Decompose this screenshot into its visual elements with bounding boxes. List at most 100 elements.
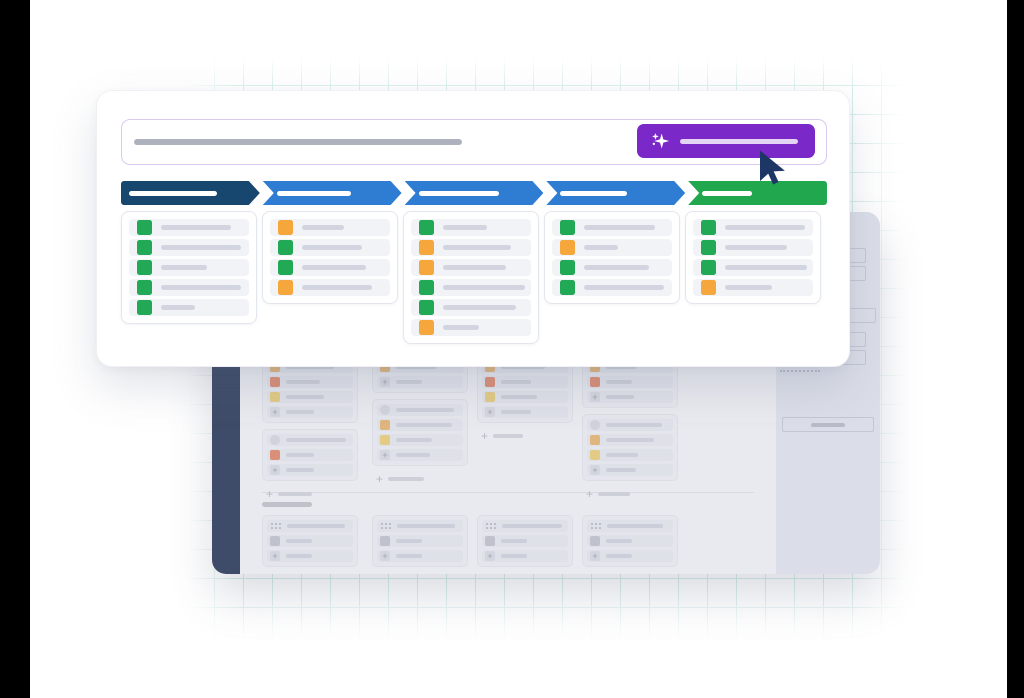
status-square-icon <box>270 536 280 546</box>
task-card <box>129 259 249 276</box>
plus-icon: + <box>590 551 600 561</box>
task-title-line <box>584 265 649 270</box>
bg-card: + <box>262 356 358 423</box>
bg-card-row <box>267 449 353 461</box>
bg-card-row: + <box>377 376 463 388</box>
task-title-line <box>725 285 772 290</box>
task-card <box>129 299 249 316</box>
placeholder-line <box>286 468 314 472</box>
bg-card-row <box>267 391 353 403</box>
task-title-line <box>302 225 344 230</box>
bg-card-row: + <box>482 550 568 562</box>
generate-button[interactable] <box>637 124 815 158</box>
task-title-line <box>161 245 241 250</box>
placeholder-line <box>493 434 524 438</box>
status-square-icon <box>590 450 600 460</box>
placeholder-line <box>501 395 537 399</box>
stage-label-line <box>560 191 627 196</box>
task-title-line <box>443 285 525 290</box>
status-square-icon <box>701 220 716 235</box>
task-card <box>411 319 531 336</box>
status-square-icon <box>560 280 575 295</box>
section-title-line <box>262 502 312 507</box>
bg-card-row <box>267 434 353 446</box>
bg-card-row <box>482 535 568 547</box>
placeholder-line <box>607 524 663 528</box>
button-label-line <box>680 138 798 144</box>
status-square-icon <box>380 362 390 372</box>
stage-label-line <box>129 191 217 196</box>
placeholder-line <box>598 492 631 496</box>
placeholder-line <box>606 365 636 369</box>
sparkle-icon <box>652 133 670 149</box>
placeholder-line <box>606 438 654 442</box>
cursor-pointer-icon <box>760 150 785 185</box>
kanban-column-4 <box>544 211 680 304</box>
placeholder-line <box>286 395 324 399</box>
bg-card: + <box>262 429 358 481</box>
status-square-icon <box>560 220 575 235</box>
ai-modal <box>96 90 850 367</box>
bg-card-row: + <box>267 406 353 418</box>
bg-card-row <box>587 520 673 532</box>
bg-card-row <box>267 520 353 532</box>
bg-column-4: + + + <box>582 356 678 500</box>
bg-card-row <box>377 404 463 416</box>
placeholder-line <box>287 524 345 528</box>
status-square-icon <box>278 220 293 235</box>
bg-card-row: + <box>267 550 353 562</box>
task-title-line <box>443 265 506 270</box>
bg-summary-card-1: + <box>262 515 358 573</box>
placeholder-line <box>397 524 455 528</box>
placeholder-line <box>811 422 845 427</box>
task-title-line <box>443 305 516 310</box>
placeholder-line <box>396 365 436 369</box>
status-square-icon <box>270 450 280 460</box>
bg-card: + <box>262 515 358 567</box>
grid-handle-icon <box>270 522 281 530</box>
plus-icon: + <box>270 551 280 561</box>
bg-card-row: + <box>267 464 353 476</box>
status-square-icon <box>380 435 390 445</box>
task-card <box>693 239 813 256</box>
task-card <box>693 279 813 296</box>
bg-summary-card-4: + <box>582 515 678 573</box>
bg-column-1: + + + <box>262 356 358 500</box>
add-card-line: + <box>481 430 573 442</box>
status-square-icon <box>590 435 600 445</box>
status-square-icon <box>270 377 280 387</box>
status-square-icon <box>270 392 280 402</box>
stage-label-line <box>702 190 753 196</box>
placeholder-line <box>388 477 425 481</box>
task-card <box>270 259 390 276</box>
placeholder-line <box>396 539 422 543</box>
plus-icon: + <box>380 377 390 387</box>
bg-card-row <box>587 535 673 547</box>
status-square-icon <box>137 300 152 315</box>
plus-icon: + <box>485 551 495 561</box>
placeholder-line <box>501 539 527 543</box>
grid-fade-bottom <box>186 585 906 640</box>
bg-card-row <box>377 434 463 446</box>
status-square-icon <box>137 280 152 295</box>
placeholder-line <box>606 395 634 399</box>
placeholder-line <box>286 365 334 369</box>
grid-handle-icon <box>590 522 601 530</box>
stage-label-line <box>419 191 499 196</box>
bg-card: + <box>582 414 678 481</box>
pipeline-stage-4 <box>546 181 685 205</box>
task-title-line <box>302 245 362 250</box>
bg-summary-card-3: + <box>477 515 573 573</box>
placeholder-line <box>502 524 562 528</box>
status-square-icon <box>560 260 575 275</box>
task-card <box>129 279 249 296</box>
task-card <box>552 279 672 296</box>
bg-card-row <box>482 520 568 532</box>
search-placeholder-line <box>134 139 462 145</box>
pipeline-stage-3 <box>405 181 544 205</box>
status-square-icon <box>419 220 434 235</box>
pipeline-stage-1 <box>121 181 260 205</box>
status-square-icon <box>485 392 495 402</box>
placeholder-line <box>396 453 430 457</box>
search-input[interactable] <box>121 119 827 165</box>
